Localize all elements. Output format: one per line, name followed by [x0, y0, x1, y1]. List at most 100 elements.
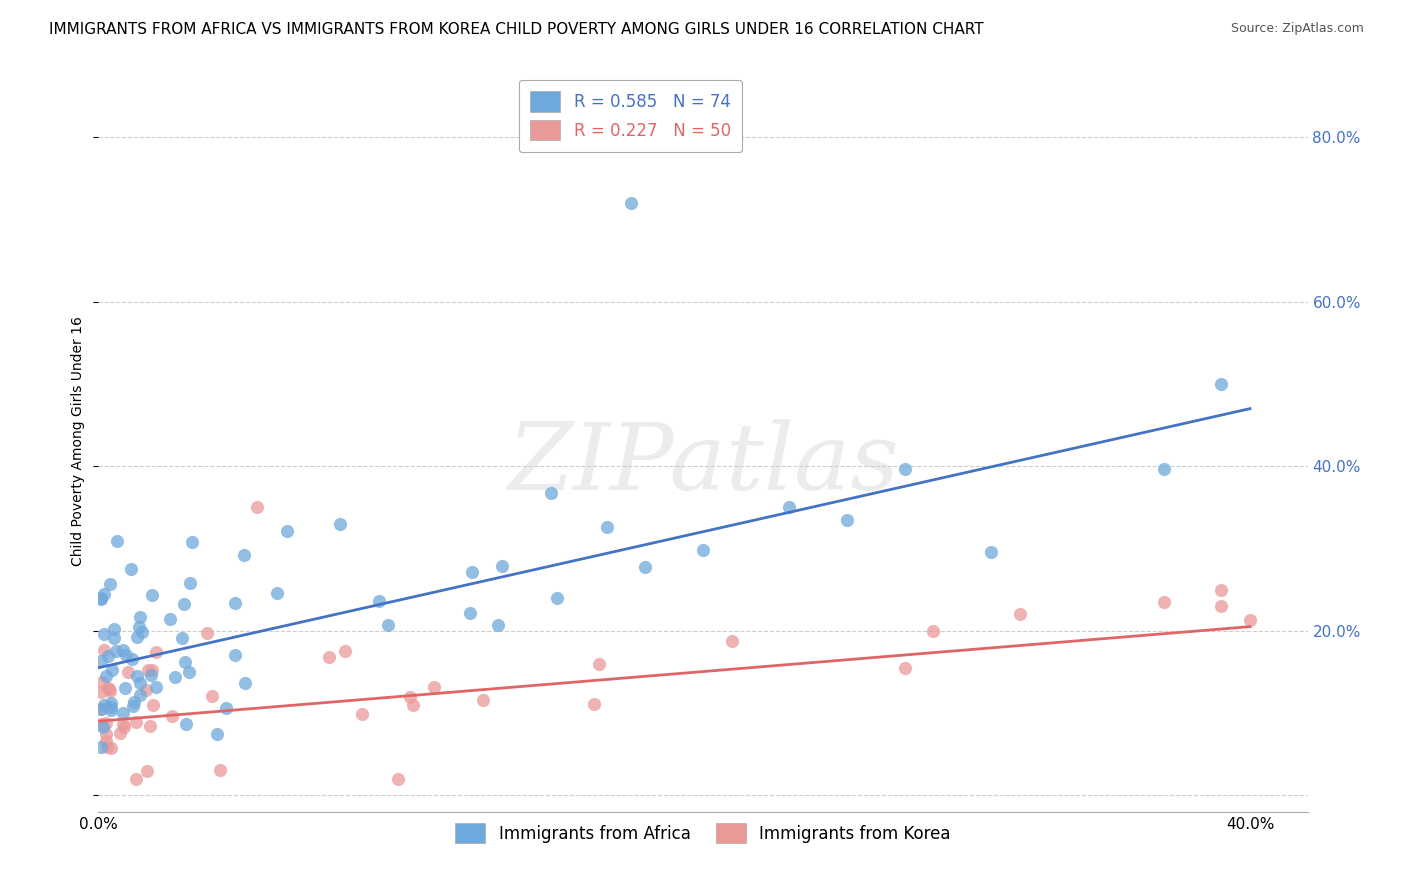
Text: IMMIGRANTS FROM AFRICA VS IMMIGRANTS FROM KOREA CHILD POVERTY AMONG GIRLS UNDER : IMMIGRANTS FROM AFRICA VS IMMIGRANTS FRO… [49, 22, 984, 37]
Point [980, 545, 1002, 559]
Point [101, 663, 124, 677]
Legend: Immigrants from Africa, Immigrants from Korea: Immigrants from Africa, Immigrants from … [447, 814, 959, 852]
Point [387, 772, 409, 786]
Point [1239, 613, 1261, 627]
Point [1211, 376, 1233, 391]
Point [131, 624, 153, 639]
Point [112, 719, 135, 733]
Point [141, 663, 163, 677]
Point [90, 739, 112, 754]
Point [335, 644, 357, 658]
Point [129, 688, 152, 702]
Y-axis label: Child Poverty Among Girls Under 16: Child Poverty Among Girls Under 16 [72, 317, 86, 566]
Point [145, 680, 167, 694]
Point [129, 676, 152, 690]
Text: Source: ZipAtlas.com: Source: ZipAtlas.com [1230, 22, 1364, 36]
Point [142, 698, 165, 713]
Point [367, 593, 389, 607]
Point [90, 702, 112, 716]
Point [91, 675, 114, 690]
Point [423, 681, 446, 695]
Point [114, 681, 136, 695]
Point [125, 715, 148, 730]
Point [96, 739, 118, 754]
Point [111, 706, 134, 720]
Point [98, 682, 121, 697]
Point [110, 725, 132, 739]
Point [173, 597, 195, 611]
Point [103, 631, 125, 645]
Point [100, 703, 122, 717]
Point [620, 196, 643, 211]
Point [174, 655, 197, 669]
Point [145, 645, 167, 659]
Point [115, 648, 138, 662]
Point [93, 626, 115, 640]
Point [120, 562, 142, 576]
Point [208, 764, 231, 778]
Point [201, 690, 224, 704]
Point [105, 533, 128, 548]
Point [125, 669, 148, 683]
Point [105, 644, 128, 658]
Point [540, 486, 562, 500]
Point [893, 660, 915, 674]
Point [96, 668, 118, 682]
Point [596, 520, 619, 534]
Point [195, 625, 218, 640]
Point [128, 620, 150, 634]
Point [720, 634, 742, 648]
Point [399, 690, 422, 704]
Point [1153, 595, 1175, 609]
Point [125, 772, 148, 786]
Point [224, 597, 246, 611]
Point [122, 695, 145, 709]
Point [318, 650, 340, 665]
Point [100, 696, 122, 710]
Point [588, 657, 610, 672]
Point [266, 585, 288, 599]
Point [778, 500, 800, 514]
Point [90, 685, 112, 699]
Point [486, 617, 509, 632]
Point [90, 702, 112, 716]
Point [90, 654, 112, 668]
Point [96, 681, 118, 696]
Point [90, 717, 112, 731]
Point [97, 648, 120, 663]
Text: ZIPatlas: ZIPatlas [508, 418, 898, 508]
Point [93, 643, 115, 657]
Point [583, 697, 606, 711]
Point [692, 543, 714, 558]
Point [100, 741, 122, 756]
Point [135, 764, 157, 778]
Point [177, 665, 200, 679]
Point [103, 622, 125, 636]
Point [461, 565, 484, 579]
Point [100, 683, 122, 698]
Point [276, 524, 298, 538]
Point [1008, 607, 1031, 622]
Point [835, 513, 858, 527]
Point [893, 462, 915, 476]
Point [546, 591, 568, 606]
Point [159, 612, 181, 626]
Point [141, 589, 163, 603]
Point [205, 727, 228, 741]
Point [1211, 582, 1233, 597]
Point [180, 535, 202, 549]
Point [128, 610, 150, 624]
Point [90, 591, 112, 606]
Point [170, 632, 193, 646]
Point [135, 683, 157, 698]
Point [174, 717, 197, 731]
Point [93, 587, 115, 601]
Point [1211, 599, 1233, 613]
Point [125, 630, 148, 644]
Point [94, 715, 117, 730]
Point [96, 727, 118, 741]
Point [160, 708, 183, 723]
Point [215, 701, 238, 715]
Point [93, 698, 115, 712]
Point [235, 675, 257, 690]
